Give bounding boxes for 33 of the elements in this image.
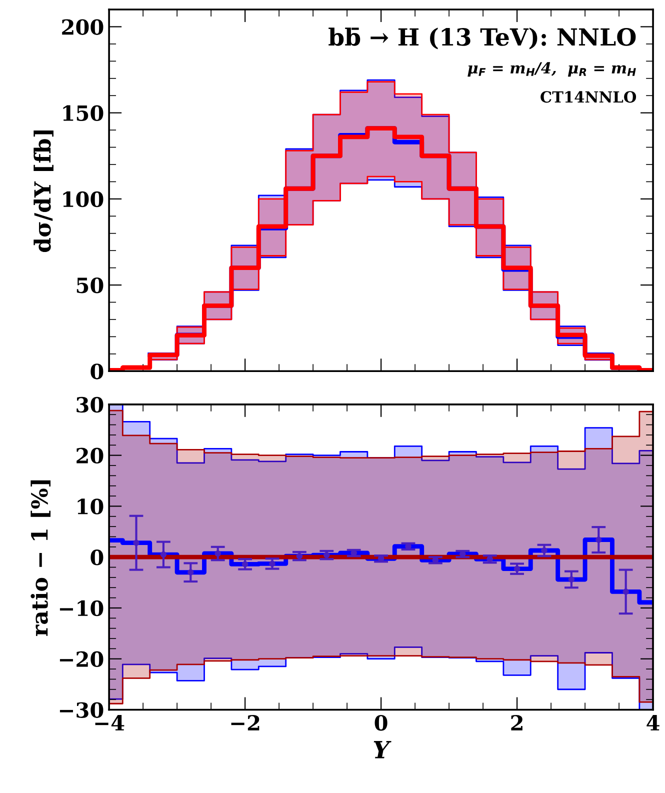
x-axis-title: Y [374,741,392,758]
y-tick-label: 50 [76,277,104,294]
x-tick-label: 4 [646,714,660,730]
point [188,569,194,576]
point [596,536,602,543]
x-tick-label: 2 [511,714,522,730]
y-axis-title: ratio − 1 [%] [30,480,51,636]
annotation: CT14NNLO [540,91,636,103]
point [242,561,248,568]
text: bb̄ → H (13 TeV): NNLO [328,28,636,50]
x-tick-label: −2 [231,714,260,730]
point [541,547,548,554]
point [514,566,520,572]
y-tick-label: 0 [90,364,104,380]
point [133,540,140,546]
y-tick-label: 0 [90,550,104,566]
text: μ$_{F}$ = m$_{H}$/4, μ$_{R}$ = m$_{H}$ [468,62,636,77]
y-tick-label: −20 [60,651,104,668]
y-axis-title: dσ/dY [fb] [34,130,54,252]
point [296,552,303,560]
point [432,557,439,564]
y-tick-label: 20 [76,448,104,464]
x-tick-label: 0 [374,714,388,731]
y-tick-label: 200 [62,19,104,35]
y-tick-label: 30 [76,396,104,413]
y-tick-label: 10 [78,498,104,514]
point [214,550,221,557]
point [160,551,167,558]
y-tick-label: −10 [60,600,104,616]
y-tick-label: 100 [63,191,104,208]
y-tick-label: 150 [63,105,104,122]
point [568,576,575,583]
point [622,588,629,595]
